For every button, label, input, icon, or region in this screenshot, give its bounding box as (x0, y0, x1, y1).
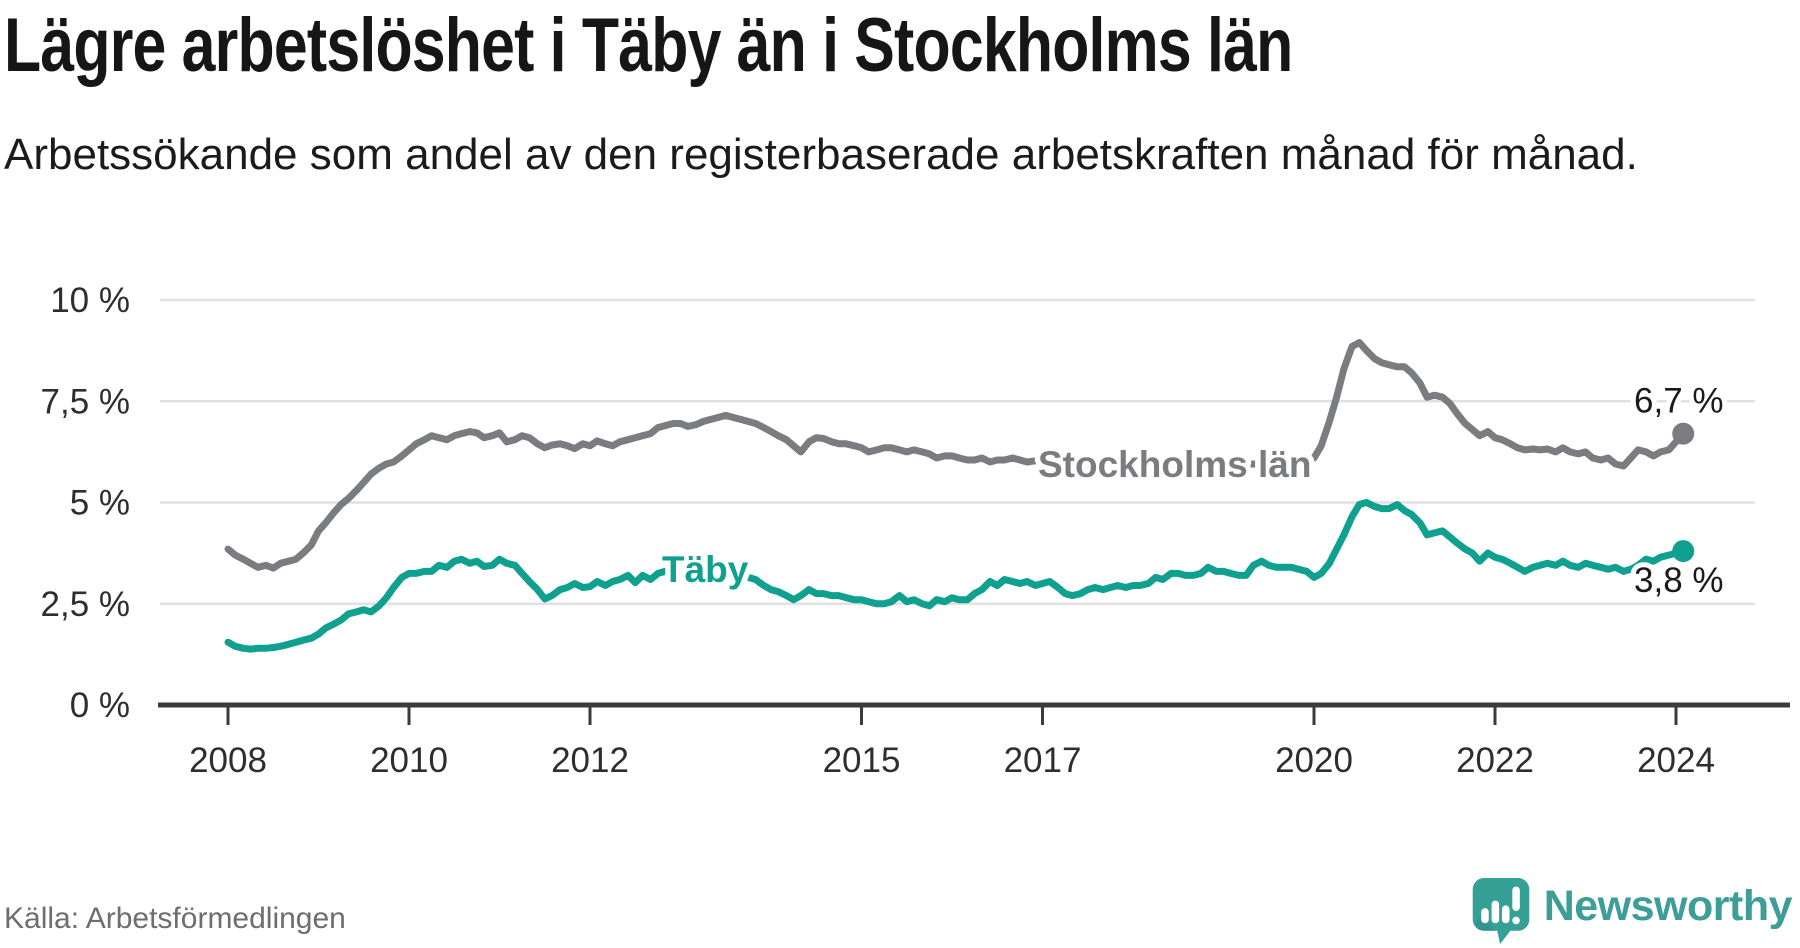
annotations: Stockholms län 6,7 % Täby 3,8 % (657, 377, 1729, 605)
series-end-value-t-by: 3,8 % (1634, 561, 1724, 600)
series-line-stockholms-l-n (224, 339, 1687, 572)
brand-wordmark: Newsworthy (1543, 881, 1793, 930)
x-tick-label: 2012 (551, 741, 629, 780)
y-tick-label: 2,5 % (41, 585, 131, 624)
series-end-dot-t-by (1672, 540, 1695, 563)
x-tick-label: 2010 (370, 741, 448, 780)
x-tick-label: 2017 (1004, 741, 1082, 780)
x-axis-labels: 2008 2010 2012 2015 2017 2020 2022 2024 (189, 741, 1715, 780)
series-line-t-by (224, 499, 1687, 653)
y-axis-labels: 0 % 2,5 % 5 % 7,5 % 10 % (41, 281, 131, 725)
x-tick-label: 2024 (1637, 741, 1715, 780)
series-end-value-stockholms-l-n: 6,7 % (1634, 382, 1724, 421)
series-end-dot-stockholms-l-n (1672, 422, 1695, 445)
y-tick-label: 7,5 % (41, 382, 131, 421)
y-tick-label: 0 % (70, 686, 130, 725)
x-tick-label: 2015 (823, 741, 901, 780)
chart-title: Lägre arbetslöshet i Täby än i Stockholm… (4, 3, 1293, 88)
brand-lockup: Newsworthy (1472, 878, 1793, 944)
gridlines (160, 298, 1755, 605)
x-tick-label: 2020 (1275, 741, 1353, 780)
y-tick-label: 5 % (70, 484, 130, 523)
chart-subtitle: Arbetssökande som andel av den registerb… (4, 130, 1638, 179)
x-axis (158, 702, 1790, 725)
series-label-stockholms-l-n: Stockholms län (1038, 444, 1311, 485)
newsworthy-speech-bubble-chart-icon (1472, 878, 1530, 944)
series-label-t-by: Täby (662, 549, 749, 590)
source-note: Källa: Arbetsförmedlingen (4, 902, 346, 935)
series-lines (224, 339, 1695, 653)
x-tick-label: 2008 (189, 741, 267, 780)
y-tick-label: 10 % (50, 281, 130, 320)
x-tick-label: 2022 (1456, 741, 1534, 780)
